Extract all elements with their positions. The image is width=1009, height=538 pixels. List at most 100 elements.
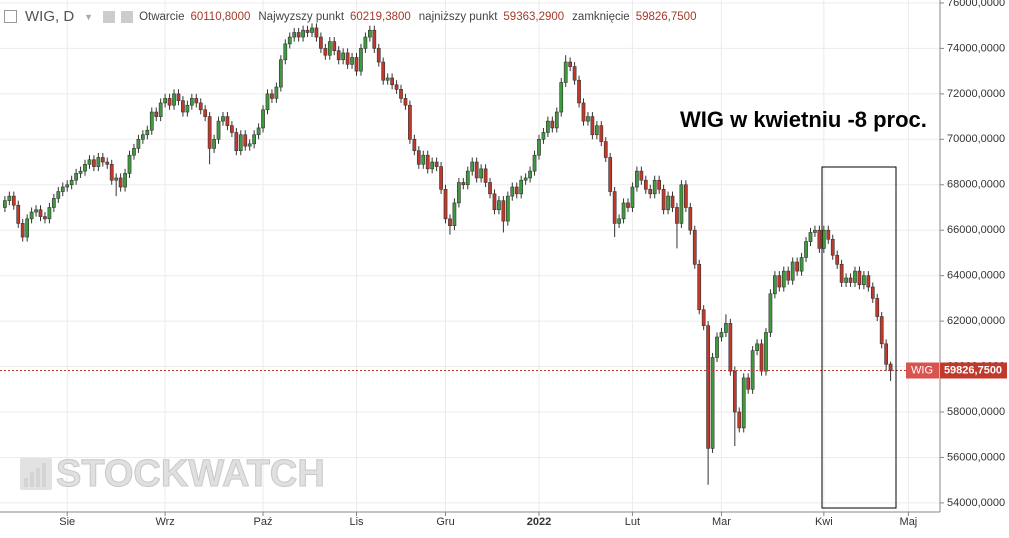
- candle-body: [132, 148, 136, 156]
- annotation: WIG w kwietniu -8 proc.: [680, 107, 927, 132]
- candle-body: [701, 309, 706, 326]
- x-tick-label: Wrz: [155, 516, 174, 528]
- candle-body: [519, 179, 524, 195]
- candle-body: [546, 120, 550, 133]
- candle-body: [550, 120, 555, 129]
- candle-body: [630, 186, 635, 208]
- candle-body: [149, 111, 154, 131]
- candle-body: [501, 200, 506, 222]
- candle-body: [568, 61, 572, 67]
- candle-body: [25, 218, 30, 238]
- candle-body: [408, 104, 412, 140]
- candle-body: [323, 48, 328, 56]
- candle-body: [732, 370, 737, 413]
- candle-body: [670, 195, 675, 208]
- candle-body: [839, 263, 844, 283]
- candle-body: [230, 125, 234, 133]
- candle-body: [341, 52, 346, 61]
- candle-body: [608, 157, 613, 192]
- watermark-icon: [20, 458, 52, 490]
- candle-body: [372, 29, 377, 49]
- candle-body: [684, 184, 688, 208]
- candle-body: [866, 275, 871, 288]
- candle-body: [332, 41, 337, 51]
- candle-body: [488, 182, 492, 195]
- candle-body: [38, 209, 43, 217]
- candle-body: [87, 159, 92, 165]
- icon: [4, 10, 17, 23]
- candle-body: [310, 27, 314, 33]
- x-tick-label: Gru: [436, 516, 454, 528]
- candle-body: [710, 357, 715, 449]
- candle-body: [617, 218, 621, 224]
- candle-body: [510, 186, 515, 197]
- x-tick-label: Mar: [712, 516, 731, 528]
- candle-body: [430, 161, 435, 170]
- y-tick-label: 74000,0000: [947, 42, 1005, 54]
- y-tick-label: 62000,0000: [947, 315, 1005, 327]
- candle-body: [439, 166, 443, 190]
- candle-body: [853, 270, 857, 283]
- candle-body: [256, 127, 261, 136]
- candle-body: [523, 177, 528, 181]
- candle-body: [648, 189, 653, 195]
- candle-body: [657, 179, 662, 190]
- candle-body: [416, 150, 421, 165]
- candle-body: [243, 134, 248, 147]
- candle-body: [875, 298, 880, 317]
- x-tick-label: 2022: [527, 516, 551, 528]
- candle-body: [29, 211, 34, 220]
- candle-body: [532, 154, 537, 172]
- candle-body: [163, 98, 167, 104]
- candle-body: [363, 36, 368, 49]
- y-tick-label: 64000,0000: [947, 270, 1005, 282]
- candle-body: [145, 129, 150, 136]
- price-tag-name: WIG: [911, 364, 933, 376]
- candle-body: [189, 98, 194, 106]
- candle-body: [176, 93, 181, 101]
- candle-body: [715, 336, 719, 358]
- candle-body: [283, 43, 288, 61]
- candle-body: [612, 191, 617, 224]
- candle-body: [51, 198, 56, 208]
- candle-body: [764, 332, 768, 372]
- candle-body: [675, 207, 679, 224]
- candle-body: [786, 270, 791, 281]
- candle-body: [741, 377, 746, 429]
- candle-body: [60, 186, 65, 192]
- candle-body: [773, 275, 777, 295]
- candle-body: [234, 132, 239, 151]
- candle-body: [270, 93, 274, 99]
- x-tick-label: Maj: [900, 516, 918, 528]
- candle-body: [808, 232, 813, 242]
- ohlc-label: zamknięcie: [572, 10, 630, 23]
- candle-body: [198, 102, 203, 111]
- candle-body: [203, 109, 208, 117]
- candle-body: [554, 111, 559, 129]
- header: WIG, D ▼ Otwarcie 60110,8000 Najwyzszy pu…: [4, 8, 698, 25]
- candle-body: [586, 116, 590, 122]
- plot: 54000,000056000,000058000,000060000,0000…: [0, 0, 1007, 528]
- y-tick-label: 58000,0000: [947, 406, 1005, 418]
- candle-body: [799, 257, 804, 272]
- candle-body: [185, 104, 190, 113]
- candle-body: [261, 109, 265, 129]
- candle-body: [594, 125, 599, 136]
- candle-body: [719, 332, 724, 338]
- ohlc-value: 60219,3800: [350, 10, 411, 23]
- y-tick-label: 70000,0000: [947, 133, 1005, 145]
- candle-body: [559, 82, 564, 113]
- dropdown-arrow: ▼: [84, 11, 94, 22]
- candle-body: [541, 132, 546, 140]
- candle-body: [252, 134, 256, 145]
- x-tick-label: Kwi: [815, 516, 833, 528]
- candle-body: [194, 98, 199, 104]
- candle-body: [434, 161, 439, 167]
- highlight-box: [821, 166, 897, 509]
- candle-body: [443, 189, 448, 220]
- candle-body: [314, 27, 319, 38]
- y-tick-label: 66000,0000: [947, 224, 1005, 236]
- candle-body: [514, 186, 519, 195]
